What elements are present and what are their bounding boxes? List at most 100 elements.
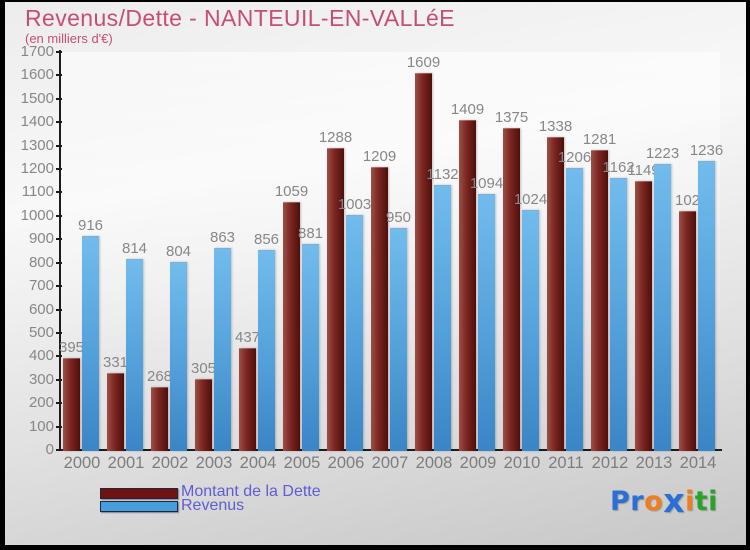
y-tick-1500: [56, 97, 62, 100]
y-tick-1300: [56, 144, 62, 147]
bar-value-dette-2004: 437: [234, 328, 261, 346]
chart-title: Revenus/Dette - NANTEUIL-EN-VALLéE: [25, 5, 455, 31]
bar-value-revenus-2000: 916: [77, 216, 104, 234]
x-label-2007: 2007: [371, 454, 409, 472]
bar-dette-2013: [635, 180, 652, 451]
bar-revenus-2007: [390, 227, 407, 451]
bar-value-dette-2010: 1375: [494, 109, 529, 127]
logo-letter-r: r: [630, 486, 645, 517]
bar-value-dette-2013: 1149: [627, 161, 660, 179]
y-tick-label-1300: 1300: [20, 136, 54, 154]
x-label-2009: 2009: [459, 454, 497, 472]
bar-revenus-2011: [566, 167, 583, 451]
bar-dette-2011: [547, 136, 564, 451]
bar-dette-2009: [459, 120, 476, 451]
bar-value-dette-2011: 1338: [538, 117, 573, 135]
frame-border-bottom: [0, 545, 750, 550]
bar-value-revenus-2010: 1024: [513, 191, 548, 209]
bar-value-revenus-2013: 1223: [645, 144, 680, 162]
y-tick-label-200: 200: [28, 394, 54, 412]
y-tick-label-1400: 1400: [20, 113, 54, 131]
y-tick-label-1700: 1700: [20, 43, 54, 60]
bar-value-dette-2012: 1281: [582, 131, 617, 149]
y-tick-label-1500: 1500: [20, 89, 54, 107]
y-tick-label-800: 800: [28, 253, 54, 271]
x-label-2013: 2013: [635, 454, 673, 472]
x-label-2011: 2011: [548, 454, 584, 472]
bar-dette-2004: [239, 347, 256, 451]
bar-dette-2003: [195, 378, 212, 451]
legend-swatch-dette: [100, 488, 178, 499]
bar-dette-2000: [63, 357, 80, 451]
x-label-2001: 2001: [107, 454, 145, 472]
x-axis: [57, 449, 722, 451]
bar-dette-2001: [107, 372, 124, 451]
y-tick-label-1000: 1000: [20, 206, 54, 224]
y-tick-400: [56, 355, 62, 358]
y-tick-label-500: 500: [28, 323, 54, 341]
y-tick-900: [56, 238, 62, 241]
x-label-2014: 2014: [679, 454, 717, 472]
bar-dette-2006: [327, 148, 344, 451]
logo-letter-x: x: [663, 481, 685, 520]
y-tick-label-1200: 1200: [20, 160, 54, 178]
bar-value-dette-2003: 305: [190, 359, 217, 377]
legend-swatch-revenus: [100, 501, 178, 512]
bar-dette-2014: [679, 211, 696, 451]
y-tick-0: [56, 449, 62, 451]
bar-value-revenus-2004: 856: [253, 230, 280, 248]
bar-dette-2010: [503, 128, 520, 451]
bar-value-dette-2014: 102: [674, 192, 701, 210]
bar-dette-2005: [283, 202, 300, 451]
x-label-2005: 2005: [283, 454, 321, 472]
y-tick-700: [56, 285, 62, 288]
logo-letter-i: i: [708, 486, 718, 517]
x-label-2008: 2008: [415, 454, 453, 472]
y-tick-label-100: 100: [28, 417, 54, 435]
bar-value-revenus-2006: 1003: [337, 196, 372, 214]
bar-revenus-2004: [258, 249, 275, 451]
bar-value-dette-2000: 395: [58, 338, 85, 356]
y-tick-label-700: 700: [28, 277, 54, 295]
logo-letter-P: P: [610, 486, 631, 517]
x-label-2006: 2006: [327, 454, 365, 472]
y-tick-label-300: 300: [28, 370, 54, 388]
x-label-2003: 2003: [195, 454, 233, 472]
bar-revenus-2006: [346, 215, 363, 451]
bar-value-dette-2005: 1059: [274, 183, 309, 201]
x-label-2012: 2012: [591, 454, 629, 472]
bar-revenus-2012: [610, 177, 627, 451]
bar-revenus-2001: [126, 259, 143, 451]
bar-value-revenus-2014: 1236: [689, 141, 724, 159]
y-tick-300: [56, 378, 62, 381]
bar-revenus-2010: [522, 210, 539, 451]
y-tick-600: [56, 308, 62, 311]
logo-letter-t: t: [694, 486, 709, 517]
bar-revenus-2008: [434, 184, 451, 451]
x-label-2002: 2002: [151, 454, 189, 472]
bar-dette-2008: [415, 73, 432, 451]
y-tick-1100: [56, 191, 62, 194]
frame-border-right: [746, 0, 750, 550]
bar-value-revenus-2003: 863: [209, 228, 236, 246]
bar-value-revenus-2007: 950: [385, 208, 412, 226]
proxiti-logo: Proxiti: [610, 481, 718, 520]
y-tick-label-1100: 1100: [21, 183, 54, 201]
bar-value-revenus-2009: 1094: [469, 174, 504, 192]
y-axis: [59, 50, 61, 451]
bar-revenus-2005: [302, 243, 319, 451]
bar-revenus-2000: [82, 235, 99, 451]
y-tick-1600: [56, 74, 62, 77]
y-tick-500: [56, 331, 62, 334]
y-tick-200: [56, 402, 62, 405]
bar-dette-2007: [371, 166, 388, 451]
bar-value-dette-2008: 1609: [406, 54, 441, 72]
bar-value-revenus-2002: 804: [165, 242, 192, 260]
bar-revenus-2002: [170, 261, 187, 451]
y-tick-label-0: 0: [45, 441, 54, 458]
y-tick-label-600: 600: [28, 300, 54, 318]
bar-revenus-2003: [214, 247, 231, 451]
bar-value-revenus-2012: 1162: [602, 158, 635, 176]
x-label-2000: 2000: [63, 454, 101, 472]
y-tick-1200: [56, 168, 62, 171]
